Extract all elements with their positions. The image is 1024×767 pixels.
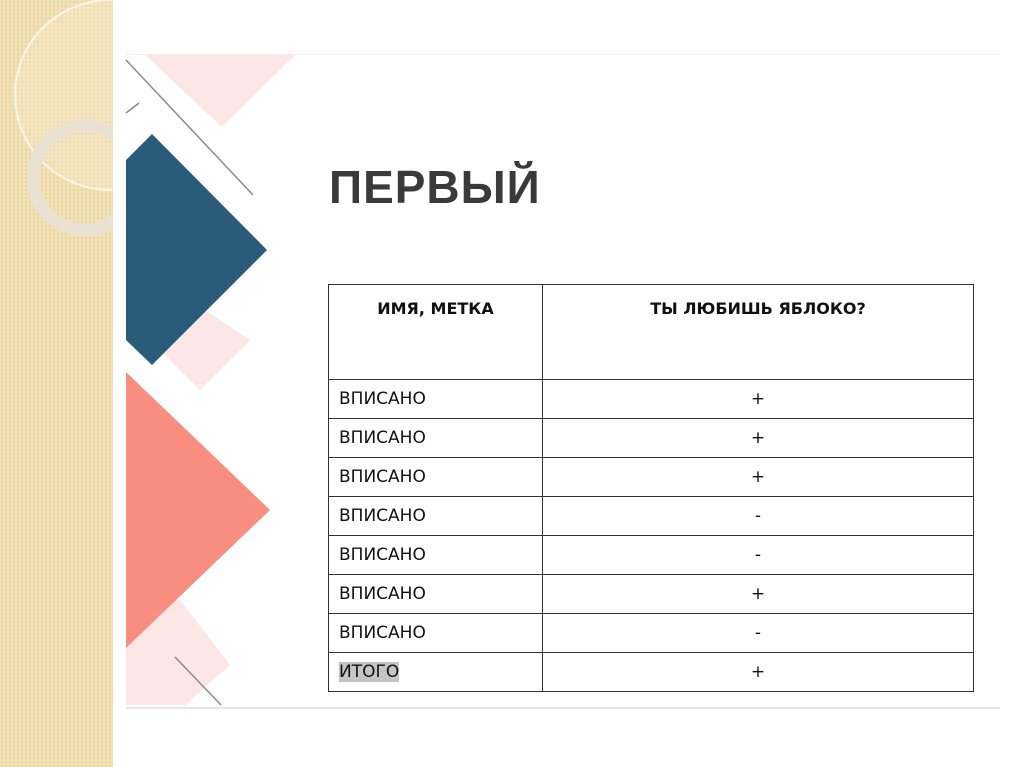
header-apple-question: ТЫ ЛЮБИШЬ ЯБЛОКО? [542,284,974,380]
table-header-row: ИМЯ, МЕТКА ТЫ ЛЮБИШЬ ЯБЛОКО? [328,284,974,380]
diagonal-line-short [125,102,140,114]
total-value: + [542,652,974,692]
slide-frame [126,54,1000,709]
table-row: ВПИСАНО - [328,535,974,575]
survey-table: ИМЯ, МЕТКА ТЫ ЛЮБИШЬ ЯБЛОКО? ВПИСАНО + ВПИ… [328,284,974,692]
table-row: ВПИСАНО + [328,418,974,458]
row-answer-cell: - [542,613,974,653]
row-answer-cell: + [542,379,974,419]
row-answer-cell: + [542,574,974,614]
row-name-cell: ВПИСАНО [328,496,543,536]
row-name-cell: ВПИСАНО [328,535,543,575]
slide-title: ПЕРВЫЙ [329,161,541,213]
table-row: ВПИСАНО + [328,457,974,497]
table-row: ВПИСАНО + [328,574,974,614]
navy-diamond [126,134,267,365]
header-name-label: ИМЯ, МЕТКА [328,284,543,380]
diagonal-line-top [125,59,254,196]
table-row: ВПИСАНО - [328,613,974,653]
pink-square-bottom [126,600,230,705]
total-label-text: ИТОГО [339,662,400,682]
row-answer-cell: - [542,535,974,575]
row-answer-cell: + [542,418,974,458]
total-label: ИТОГО [328,652,543,692]
table-row: ВПИСАНО + [328,379,974,419]
table-total-row: ИТОГО + [328,652,974,692]
diagonal-line-bottom [174,656,222,706]
row-name-cell: ВПИСАНО [328,418,543,458]
row-answer-cell: + [542,457,974,497]
pink-triangle-top [145,55,295,127]
salmon-triangle [126,372,270,648]
table-row: ВПИСАНО - [328,496,974,536]
row-name-cell: ВПИСАНО [328,457,543,497]
row-name-cell: ВПИСАНО [328,613,543,653]
row-answer-cell: - [542,496,974,536]
row-name-cell: ВПИСАНО [328,574,543,614]
row-name-cell: ВПИСАНО [328,379,543,419]
